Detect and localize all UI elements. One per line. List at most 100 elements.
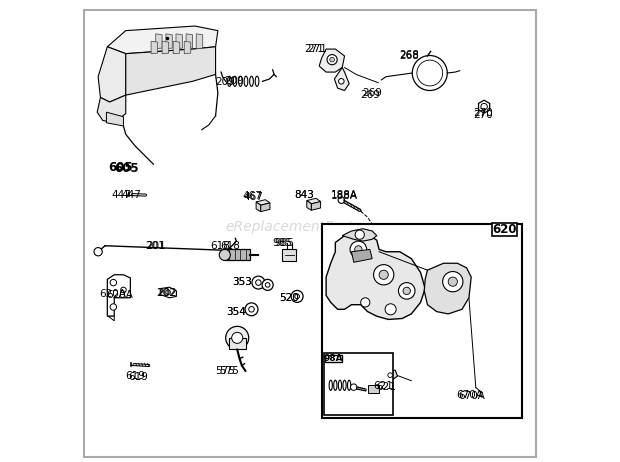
Polygon shape bbox=[326, 233, 425, 319]
Polygon shape bbox=[186, 34, 193, 49]
Text: 670A: 670A bbox=[456, 390, 483, 400]
Text: 269: 269 bbox=[362, 88, 382, 98]
Circle shape bbox=[385, 304, 396, 315]
Text: 520: 520 bbox=[280, 293, 299, 303]
Polygon shape bbox=[173, 41, 180, 54]
Bar bbox=[324, 353, 393, 415]
Text: 605: 605 bbox=[108, 161, 133, 174]
Circle shape bbox=[245, 303, 258, 316]
Text: 353: 353 bbox=[232, 277, 252, 286]
Circle shape bbox=[388, 373, 392, 377]
Polygon shape bbox=[256, 200, 270, 205]
Text: 271: 271 bbox=[307, 44, 327, 54]
Circle shape bbox=[110, 280, 117, 286]
Circle shape bbox=[265, 283, 270, 287]
Text: 621: 621 bbox=[373, 381, 392, 391]
Polygon shape bbox=[162, 41, 169, 54]
Text: 202: 202 bbox=[156, 288, 176, 298]
Polygon shape bbox=[166, 34, 172, 49]
Polygon shape bbox=[107, 112, 123, 126]
Circle shape bbox=[226, 326, 249, 349]
Circle shape bbox=[330, 57, 334, 62]
Circle shape bbox=[262, 280, 273, 291]
Text: 619: 619 bbox=[125, 371, 144, 381]
Circle shape bbox=[355, 246, 362, 253]
Text: 354: 354 bbox=[226, 307, 246, 316]
Polygon shape bbox=[107, 26, 218, 54]
Polygon shape bbox=[156, 34, 162, 49]
Polygon shape bbox=[126, 47, 216, 95]
Bar bbox=[282, 249, 296, 261]
Text: 520: 520 bbox=[280, 293, 299, 303]
Polygon shape bbox=[386, 370, 397, 379]
Text: 447: 447 bbox=[121, 190, 141, 200]
Circle shape bbox=[166, 290, 171, 295]
Bar bbox=[492, 223, 517, 236]
Text: 605: 605 bbox=[114, 162, 139, 175]
Polygon shape bbox=[342, 229, 377, 241]
Circle shape bbox=[252, 276, 265, 289]
Text: 618: 618 bbox=[220, 241, 240, 251]
Text: 575: 575 bbox=[215, 365, 235, 376]
Circle shape bbox=[219, 249, 230, 261]
Bar bbox=[225, 249, 250, 261]
Text: 202: 202 bbox=[157, 288, 177, 298]
Text: 670A: 670A bbox=[459, 391, 485, 401]
Circle shape bbox=[338, 197, 345, 203]
Polygon shape bbox=[161, 287, 177, 298]
Text: 620A: 620A bbox=[99, 289, 126, 299]
Circle shape bbox=[374, 265, 394, 285]
Polygon shape bbox=[479, 100, 490, 113]
Polygon shape bbox=[319, 49, 345, 72]
Bar bbox=[322, 224, 522, 418]
Text: 620A: 620A bbox=[107, 291, 133, 300]
Text: 354: 354 bbox=[226, 307, 246, 316]
Text: 619: 619 bbox=[129, 372, 149, 382]
Bar bbox=[325, 355, 342, 362]
Text: 618: 618 bbox=[210, 241, 230, 251]
Text: eReplacementParts.com: eReplacementParts.com bbox=[225, 220, 395, 234]
Text: 268: 268 bbox=[399, 50, 419, 60]
Circle shape bbox=[255, 280, 261, 286]
Circle shape bbox=[232, 332, 243, 343]
Circle shape bbox=[350, 241, 366, 258]
Circle shape bbox=[121, 287, 126, 293]
Circle shape bbox=[361, 298, 370, 307]
Text: 270: 270 bbox=[473, 110, 493, 120]
Polygon shape bbox=[256, 202, 261, 212]
Polygon shape bbox=[196, 34, 203, 49]
Polygon shape bbox=[98, 47, 126, 102]
Text: 985: 985 bbox=[272, 238, 292, 248]
Text: 985: 985 bbox=[275, 238, 294, 248]
Circle shape bbox=[403, 287, 410, 295]
Polygon shape bbox=[176, 34, 182, 49]
Polygon shape bbox=[424, 263, 471, 314]
Polygon shape bbox=[108, 316, 114, 321]
Polygon shape bbox=[352, 249, 372, 262]
Circle shape bbox=[94, 248, 102, 256]
Text: 98A: 98A bbox=[324, 354, 343, 363]
Text: 271: 271 bbox=[304, 44, 324, 54]
Circle shape bbox=[294, 294, 299, 299]
Text: 843: 843 bbox=[294, 190, 314, 200]
Polygon shape bbox=[307, 198, 321, 204]
Polygon shape bbox=[184, 41, 191, 54]
Text: 209: 209 bbox=[215, 77, 234, 87]
Text: 268: 268 bbox=[399, 51, 419, 61]
Polygon shape bbox=[334, 67, 349, 91]
Polygon shape bbox=[307, 201, 311, 210]
Circle shape bbox=[339, 79, 344, 84]
Text: 269: 269 bbox=[360, 90, 380, 100]
Polygon shape bbox=[97, 95, 126, 123]
Bar bbox=[368, 385, 379, 393]
Circle shape bbox=[327, 55, 337, 65]
Text: 188A: 188A bbox=[330, 191, 358, 201]
Text: 201: 201 bbox=[146, 241, 166, 251]
Polygon shape bbox=[261, 203, 270, 212]
Polygon shape bbox=[151, 41, 157, 54]
Circle shape bbox=[399, 283, 415, 299]
Polygon shape bbox=[311, 201, 321, 210]
Text: 353: 353 bbox=[232, 277, 252, 286]
Circle shape bbox=[448, 277, 458, 286]
Text: 467: 467 bbox=[242, 191, 262, 201]
